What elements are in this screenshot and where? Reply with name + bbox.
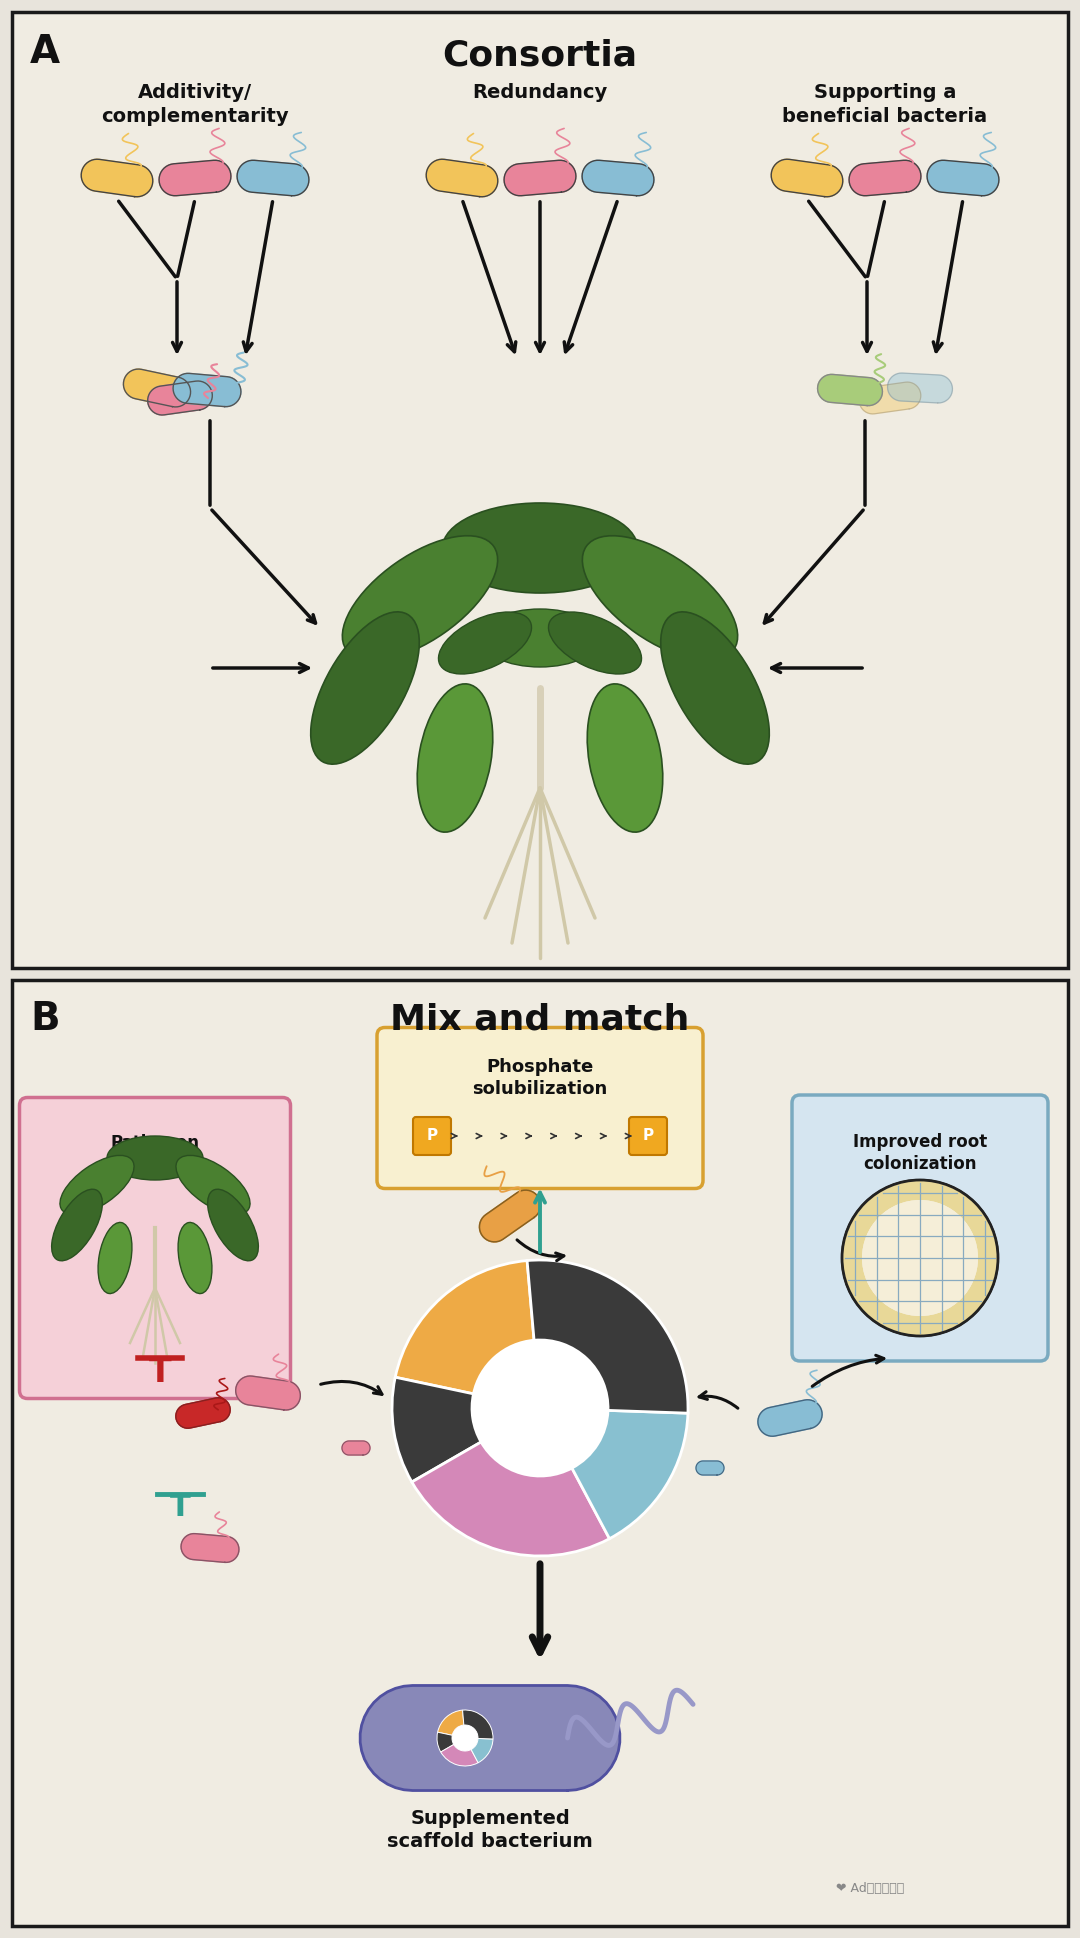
FancyBboxPatch shape [792,1095,1048,1360]
Text: Improved root
colonization: Improved root colonization [853,1134,987,1172]
Ellipse shape [582,535,738,661]
Ellipse shape [438,612,531,674]
FancyBboxPatch shape [629,1116,667,1155]
Polygon shape [159,161,231,196]
Wedge shape [395,1260,535,1393]
Polygon shape [148,382,213,415]
Ellipse shape [207,1190,258,1262]
Circle shape [862,1200,978,1316]
Polygon shape [360,1686,620,1791]
Wedge shape [437,1733,454,1752]
Wedge shape [527,1260,688,1413]
Ellipse shape [661,612,769,764]
Text: A: A [30,33,60,72]
Polygon shape [860,382,921,415]
Polygon shape [888,372,953,403]
Ellipse shape [60,1155,134,1215]
Text: B: B [30,1000,59,1039]
Wedge shape [392,1378,481,1483]
Text: ❤️ Ad植物微生物: ❤️ Ad植物微生物 [836,1882,904,1895]
Text: Consortia: Consortia [443,39,637,72]
Bar [12,981,1068,1926]
Polygon shape [927,161,999,196]
Text: Supplemented
scaffold bacterium: Supplemented scaffold bacterium [387,1808,593,1851]
Bar [12,12,1068,967]
Circle shape [453,1725,478,1752]
Polygon shape [758,1399,822,1436]
Text: Redundancy: Redundancy [472,83,608,103]
Wedge shape [441,1744,478,1766]
Circle shape [472,1339,608,1477]
Polygon shape [771,159,842,198]
Polygon shape [238,161,309,196]
Ellipse shape [98,1223,132,1293]
Polygon shape [818,374,882,405]
Circle shape [842,1180,998,1335]
Wedge shape [572,1411,688,1539]
Polygon shape [849,161,921,196]
Text: Additivity/
complementarity: Additivity/ complementarity [102,83,288,126]
Text: Mix and match: Mix and match [390,1004,690,1037]
Wedge shape [462,1709,492,1738]
Wedge shape [437,1709,464,1735]
Ellipse shape [176,1155,251,1215]
Polygon shape [582,161,653,196]
Polygon shape [81,159,152,198]
Wedge shape [411,1442,609,1556]
Ellipse shape [342,535,498,661]
Ellipse shape [443,504,637,593]
Ellipse shape [52,1190,103,1262]
Polygon shape [504,161,576,196]
Text: T: T [149,1357,172,1390]
Polygon shape [176,1397,230,1428]
Text: T: T [170,1494,190,1523]
FancyBboxPatch shape [19,1097,291,1399]
Wedge shape [842,1180,998,1335]
Wedge shape [471,1738,492,1764]
Polygon shape [427,159,498,198]
Ellipse shape [178,1223,212,1293]
Polygon shape [342,1442,370,1455]
Ellipse shape [480,609,600,667]
Text: Pathogen
antagonism: Pathogen antagonism [100,1134,210,1174]
Text: P: P [427,1128,437,1143]
Polygon shape [696,1461,724,1475]
Text: P: P [643,1128,653,1143]
Ellipse shape [311,612,419,764]
FancyBboxPatch shape [377,1027,703,1188]
Polygon shape [235,1376,300,1411]
Ellipse shape [588,684,663,831]
Polygon shape [173,374,241,407]
Text: Phosphate
solubilization: Phosphate solubilization [472,1058,608,1099]
Polygon shape [181,1533,239,1562]
Ellipse shape [417,684,492,831]
Polygon shape [123,368,190,407]
Ellipse shape [549,612,642,674]
FancyBboxPatch shape [413,1116,451,1155]
Text: Supporting a
beneficial bacteria: Supporting a beneficial bacteria [782,83,987,126]
Polygon shape [480,1190,541,1242]
Ellipse shape [107,1136,203,1180]
